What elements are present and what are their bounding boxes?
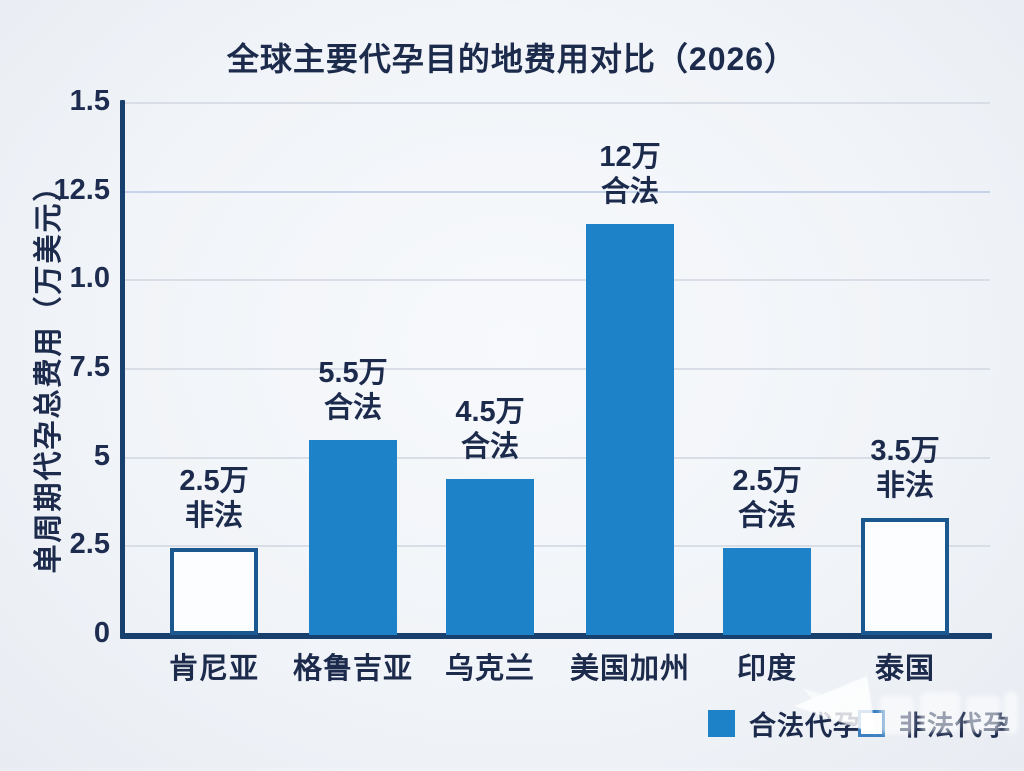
x-tick-label: 泰国 xyxy=(874,653,935,685)
bar-value: 2.5万 xyxy=(732,465,802,498)
bar-泰国 xyxy=(861,517,949,635)
gridline xyxy=(124,190,990,193)
gridline xyxy=(124,368,990,370)
y-tick-label: 7.5 xyxy=(69,351,110,383)
bar-value: 3.5万 xyxy=(870,434,940,467)
y-tick-label: 1.0 xyxy=(69,262,110,295)
bar-value-label: 2.5万 非法 xyxy=(104,464,324,534)
bar-status: 非法 xyxy=(184,500,243,533)
bar-格鲁吉亚 xyxy=(309,439,397,635)
legal-swatch-icon xyxy=(708,710,735,737)
x-tick-label: 美国加州 xyxy=(569,653,690,685)
x-tick-label: 格鲁吉亚 xyxy=(292,653,413,685)
bar-status: 合法 xyxy=(737,500,796,533)
bar-status: 非法 xyxy=(875,469,934,502)
x-tick-label: 印度 xyxy=(736,653,797,685)
x-tick-label: 肯尼亚 xyxy=(168,653,259,685)
legend-item-legal: 合法代孕 xyxy=(708,704,861,743)
y-tick-label: 5 xyxy=(93,439,110,472)
bar-value: 2.5万 xyxy=(179,465,249,498)
legend: 合法代孕 非法代孕 xyxy=(0,704,1024,744)
bar-value: 4.5万 xyxy=(455,395,525,428)
bar-value: 12万 xyxy=(599,140,661,173)
bar-美国加州 xyxy=(586,223,674,635)
plot-area xyxy=(124,102,990,635)
x-tick-label: 乌克兰 xyxy=(444,653,535,685)
gridline xyxy=(124,102,990,104)
legend-label-legal: 合法代孕 xyxy=(749,711,861,741)
bar-肯尼亚 xyxy=(170,548,258,635)
bar-value-label: 4.5万 合法 xyxy=(380,395,600,465)
legend-label-illegal: 非法代孕 xyxy=(899,711,1011,741)
bar-印度 xyxy=(723,548,811,635)
x-axis-line xyxy=(120,633,992,639)
gridline xyxy=(124,456,990,459)
y-tick-label: 1.5 xyxy=(69,85,110,117)
bar-status: 合法 xyxy=(460,430,519,463)
bar-value-label: 3.5万 非法 xyxy=(795,434,1015,504)
y-tick-label: 0 xyxy=(93,617,110,649)
bar-status: 合法 xyxy=(600,175,659,208)
illegal-swatch-icon xyxy=(858,710,885,737)
chart-title: 全球主要代孕目的地费用对比（2026） xyxy=(226,41,798,77)
y-tick-label: 2.5 xyxy=(69,528,110,561)
bar-乌克兰 xyxy=(446,478,534,635)
gridline xyxy=(124,545,990,548)
y-axis-line xyxy=(120,100,125,638)
bar-value-label: 5.5万 合法 xyxy=(243,356,463,426)
gridline xyxy=(124,279,990,282)
bars-layer xyxy=(124,103,990,635)
bar-status: 合法 xyxy=(323,391,382,424)
y-tick-label: 12.5 xyxy=(53,173,110,206)
bar-value: 5.5万 xyxy=(318,356,388,389)
legend-item-illegal: 非法代孕 xyxy=(858,704,1011,743)
bar-value-label: 12万 合法 xyxy=(520,140,740,210)
bar-value-label: 2.5万 合法 xyxy=(657,464,877,534)
